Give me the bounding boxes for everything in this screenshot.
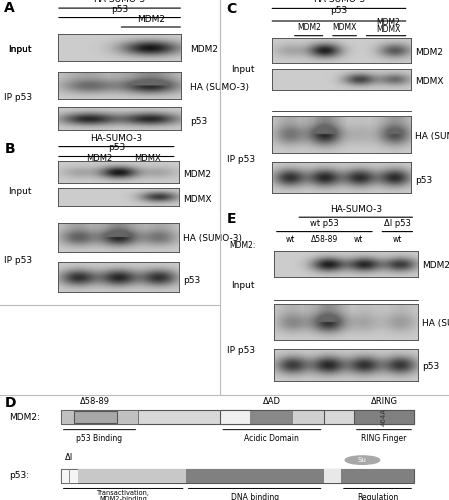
Text: p53: p53 xyxy=(183,276,200,285)
FancyBboxPatch shape xyxy=(220,410,251,424)
FancyBboxPatch shape xyxy=(61,468,78,483)
Text: MDMX: MDMX xyxy=(183,195,211,204)
Text: MDM2: MDM2 xyxy=(297,22,321,32)
Text: MDM2: MDM2 xyxy=(137,16,165,24)
Text: MDMX: MDMX xyxy=(376,24,401,34)
Text: D: D xyxy=(4,396,16,410)
Text: p53: p53 xyxy=(111,4,128,14)
FancyBboxPatch shape xyxy=(324,468,341,483)
Text: ΔRING: ΔRING xyxy=(370,396,397,406)
Text: MDMX: MDMX xyxy=(134,154,161,163)
Text: MDM2: MDM2 xyxy=(376,18,401,28)
Text: p53: p53 xyxy=(108,142,125,152)
FancyBboxPatch shape xyxy=(341,468,414,483)
Text: HA-SUMO-3: HA-SUMO-3 xyxy=(313,0,365,4)
Text: MDM2: MDM2 xyxy=(183,170,211,179)
Text: HA (SUMO-3): HA (SUMO-3) xyxy=(415,132,449,141)
Text: RING Finger: RING Finger xyxy=(361,434,407,443)
Text: p53: p53 xyxy=(330,6,348,15)
FancyBboxPatch shape xyxy=(78,468,186,483)
Text: ΔAD: ΔAD xyxy=(263,396,281,406)
FancyBboxPatch shape xyxy=(74,411,117,424)
Text: MDM2: MDM2 xyxy=(415,48,443,57)
Text: HA (SUMO-3): HA (SUMO-3) xyxy=(422,319,449,328)
Text: wt: wt xyxy=(353,235,363,244)
Text: HA-SUMO-3: HA-SUMO-3 xyxy=(90,134,142,143)
Text: MDM2: MDM2 xyxy=(86,154,112,163)
Text: C: C xyxy=(227,2,237,16)
FancyBboxPatch shape xyxy=(61,468,414,483)
Text: p53: p53 xyxy=(422,362,439,371)
Text: p53:: p53: xyxy=(9,472,29,480)
Text: IP p53: IP p53 xyxy=(227,346,255,355)
FancyBboxPatch shape xyxy=(354,410,414,424)
Text: Regulation: Regulation xyxy=(357,492,398,500)
Circle shape xyxy=(345,456,380,464)
Text: p53 Binding: p53 Binding xyxy=(76,434,123,443)
Text: HA-SUMO-3: HA-SUMO-3 xyxy=(93,0,145,4)
FancyBboxPatch shape xyxy=(251,410,294,424)
Text: Δ58-89: Δ58-89 xyxy=(311,235,338,244)
Text: MDM2:: MDM2: xyxy=(9,412,40,422)
Text: Acidic Domain: Acidic Domain xyxy=(244,434,299,443)
Text: IP p53: IP p53 xyxy=(227,155,255,164)
Text: MDMX: MDMX xyxy=(332,22,357,32)
Text: p53: p53 xyxy=(189,117,207,126)
Text: MDM2:: MDM2: xyxy=(229,242,255,250)
Text: wt: wt xyxy=(393,235,402,244)
Text: wt p53: wt p53 xyxy=(310,219,339,228)
Text: Input: Input xyxy=(9,46,32,54)
Text: MDM2: MDM2 xyxy=(422,262,449,270)
Text: Input: Input xyxy=(9,46,32,54)
Text: Input: Input xyxy=(231,281,255,290)
Text: ΔI p53: ΔI p53 xyxy=(384,219,411,228)
Text: HA-SUMO-3: HA-SUMO-3 xyxy=(330,204,382,214)
FancyBboxPatch shape xyxy=(294,410,324,424)
Text: MDM2: MDM2 xyxy=(189,46,218,54)
Text: IP p53: IP p53 xyxy=(4,256,32,265)
Text: Input: Input xyxy=(9,186,32,196)
Text: E: E xyxy=(227,212,236,226)
Text: MDMX: MDMX xyxy=(415,78,444,86)
Text: ΔI: ΔI xyxy=(65,453,74,462)
Text: Δ58-89: Δ58-89 xyxy=(80,396,110,406)
Text: B: B xyxy=(4,142,15,156)
Text: Input: Input xyxy=(231,65,255,74)
FancyBboxPatch shape xyxy=(186,468,324,483)
FancyBboxPatch shape xyxy=(61,410,138,424)
Text: HA (SUMO-3): HA (SUMO-3) xyxy=(183,234,242,244)
Text: DNA binding: DNA binding xyxy=(231,492,279,500)
Text: IP p53: IP p53 xyxy=(4,92,32,102)
FancyBboxPatch shape xyxy=(61,410,414,424)
Text: p53: p53 xyxy=(415,176,432,185)
Text: Su: Su xyxy=(358,457,367,463)
Text: 464A: 464A xyxy=(381,408,387,426)
Text: HA (SUMO-3): HA (SUMO-3) xyxy=(189,83,249,92)
Text: A: A xyxy=(4,2,15,16)
Text: Transactivation,
MDM2-binding: Transactivation, MDM2-binding xyxy=(97,490,150,500)
Text: wt: wt xyxy=(286,235,295,244)
